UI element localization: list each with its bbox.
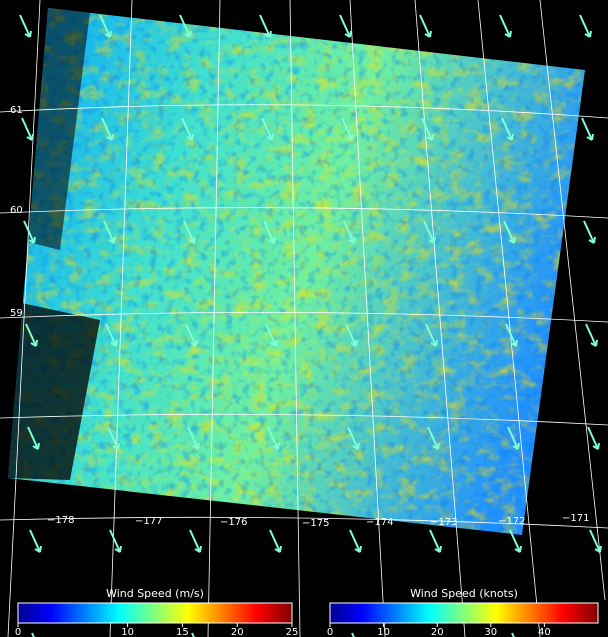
colorbar-tick-label: 40 xyxy=(538,627,551,637)
swath-image xyxy=(0,0,608,560)
colorbar-title: Wind Speed (m/s) xyxy=(106,587,204,600)
colorbar-tick-label: 10 xyxy=(377,627,390,637)
latitude-label: 60 xyxy=(10,205,23,216)
colorbar-tick-label: 10 xyxy=(121,627,134,637)
colorbar-knots xyxy=(330,603,598,623)
colorbar-tick-label: 0 xyxy=(327,627,333,637)
colorbar-tick-label: 15 xyxy=(176,627,189,637)
longitude-label: −174 xyxy=(366,517,393,528)
longitude-label: −172 xyxy=(498,516,525,527)
longitude-label: −177 xyxy=(135,516,162,527)
longitude-label: −178 xyxy=(47,515,74,526)
longitude-label: −171 xyxy=(562,513,589,524)
colorbar-tick-label: 20 xyxy=(431,627,444,637)
colorbar-ms xyxy=(18,603,292,623)
wind-map: Wind Speed (m/s) Wind Speed (knots) 61 60… xyxy=(0,0,608,637)
colorbar-tick-label: 30 xyxy=(484,627,497,637)
colorbar-title: Wind Speed (knots) xyxy=(410,587,518,600)
latitude-label: 61 xyxy=(10,105,23,116)
longitude-label: −173 xyxy=(430,517,457,528)
colorbar-tick-label: 0 xyxy=(15,627,21,637)
longitude-label: −175 xyxy=(302,518,329,529)
latitude-label: 59 xyxy=(10,308,23,319)
colorbar-tick-label: 20 xyxy=(231,627,244,637)
longitude-label: −176 xyxy=(220,517,247,528)
colorbar-tick-label: 25 xyxy=(286,627,299,637)
